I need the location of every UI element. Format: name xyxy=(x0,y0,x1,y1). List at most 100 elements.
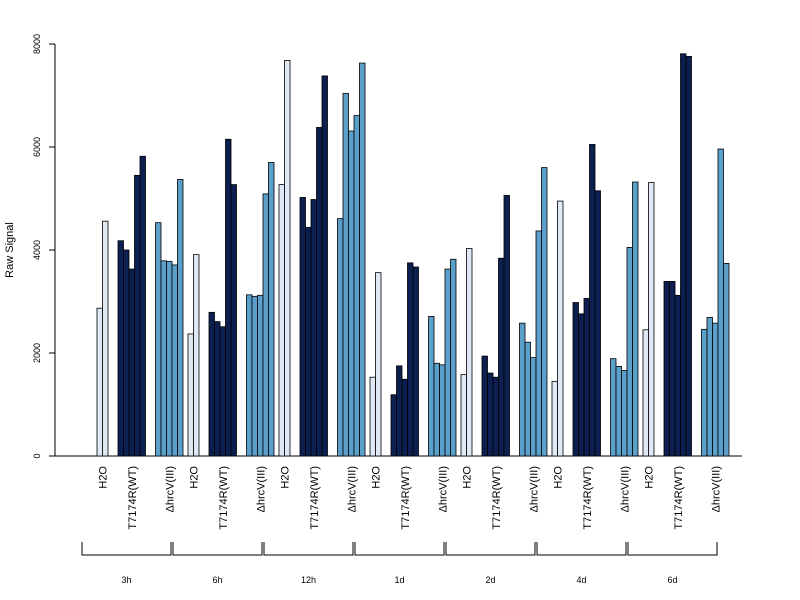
category-label: T7174R(WT) xyxy=(400,466,412,530)
category-label: T7174R(WT) xyxy=(218,466,230,530)
bar xyxy=(123,249,130,457)
bar xyxy=(401,378,408,457)
bar xyxy=(359,62,366,457)
bar xyxy=(278,184,285,457)
time-label: 1d xyxy=(394,575,404,585)
bar xyxy=(723,262,730,457)
bar xyxy=(481,355,488,457)
bar xyxy=(310,199,317,457)
category-label: T7174R(WT) xyxy=(127,466,139,530)
bar xyxy=(466,248,473,457)
bar xyxy=(610,358,617,457)
y-tick-label: 2000 xyxy=(32,343,42,363)
bar xyxy=(530,357,537,457)
category-label: H2O xyxy=(189,466,201,489)
bar xyxy=(342,93,349,457)
bar xyxy=(594,190,601,457)
bar xyxy=(428,316,435,457)
bar xyxy=(450,258,457,457)
bars xyxy=(96,53,730,457)
bar xyxy=(396,365,403,457)
bar xyxy=(433,362,440,457)
bar xyxy=(626,247,633,457)
bar xyxy=(412,266,419,457)
bar xyxy=(498,257,505,457)
bar xyxy=(578,313,585,457)
bar xyxy=(316,127,323,457)
bar xyxy=(390,394,397,457)
bar xyxy=(348,130,355,457)
time-label: 2d xyxy=(485,575,495,585)
bar xyxy=(444,268,451,457)
category-label: H2O xyxy=(371,466,383,489)
bar xyxy=(621,370,628,457)
y-tick-label: 0 xyxy=(32,453,42,458)
bar xyxy=(557,200,564,457)
bar xyxy=(487,372,494,457)
bar xyxy=(439,364,446,457)
bar xyxy=(648,182,655,457)
bar xyxy=(583,298,590,457)
bar xyxy=(572,302,579,457)
category-label: ΔhrcV(III) xyxy=(528,466,540,512)
bar xyxy=(353,115,360,457)
category-label: T7174R(WT) xyxy=(673,466,685,530)
category-label: H2O xyxy=(644,466,656,489)
category-label: ΔhrcV(III) xyxy=(255,466,267,512)
bar xyxy=(717,148,724,457)
y-tick-label: 4000 xyxy=(32,240,42,260)
bar xyxy=(669,281,676,457)
bar xyxy=(171,264,178,457)
bar xyxy=(128,268,135,457)
time-bracket xyxy=(445,542,536,556)
y-tick-label: 6000 xyxy=(32,137,42,157)
category-label: T7174R(WT) xyxy=(309,466,321,530)
category-label: H2O xyxy=(553,466,565,489)
bar xyxy=(492,376,499,457)
bar xyxy=(177,179,184,457)
time-bracket xyxy=(536,542,627,556)
time-label: 6d xyxy=(667,575,677,585)
category-labels: H2O T7174R(WT) ΔhrcV(III) H2O T7174R(WT) Δhrc… xyxy=(98,466,723,530)
time-brackets xyxy=(81,542,718,556)
category-label: T7174R(WT) xyxy=(582,466,594,530)
category-label: H2O xyxy=(462,466,474,489)
bar xyxy=(663,281,670,457)
bar xyxy=(503,195,510,457)
time-bracket xyxy=(172,542,263,556)
y-axis-label: Raw Signal xyxy=(4,222,16,278)
bar xyxy=(632,181,639,457)
bar xyxy=(589,144,596,457)
time-label: 12h xyxy=(301,575,316,585)
bar xyxy=(134,174,141,457)
bar xyxy=(193,254,200,457)
bar xyxy=(268,162,275,457)
category-label: H2O xyxy=(280,466,292,489)
time-bracket xyxy=(263,542,354,556)
bar xyxy=(551,380,558,457)
time-label: 3h xyxy=(121,575,131,585)
bar xyxy=(251,295,258,457)
bar xyxy=(674,294,681,457)
bar xyxy=(187,333,194,457)
bar xyxy=(524,341,531,457)
bar xyxy=(284,60,291,457)
bar xyxy=(257,294,264,457)
time-bracket xyxy=(354,542,445,556)
bar xyxy=(701,328,708,457)
category-label: H2O xyxy=(98,466,110,489)
category-label: ΔhrcV(III) xyxy=(619,466,631,512)
bar xyxy=(337,218,344,457)
bar xyxy=(407,262,414,457)
bar xyxy=(706,317,713,457)
bar xyxy=(139,155,146,457)
category-label: ΔhrcV(III) xyxy=(164,466,176,512)
bar xyxy=(460,374,467,457)
bar xyxy=(96,307,103,457)
bar xyxy=(369,376,376,457)
bar xyxy=(155,222,162,457)
bar xyxy=(541,167,548,457)
bar xyxy=(230,184,237,457)
bar xyxy=(225,138,232,457)
category-label: ΔhrcV(III) xyxy=(437,466,449,512)
